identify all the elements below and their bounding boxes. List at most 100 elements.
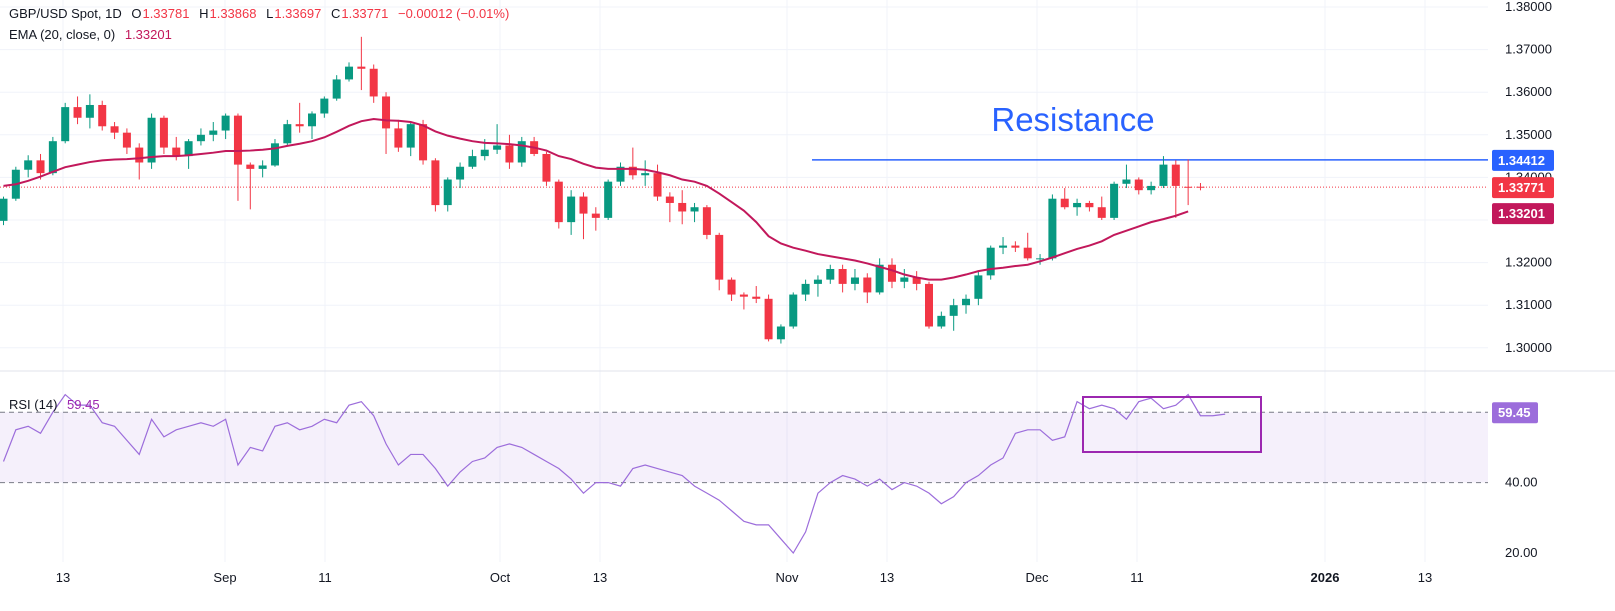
candle-body[interactable] — [1134, 179, 1143, 191]
candle-body[interactable] — [826, 268, 835, 280]
candle-body[interactable] — [1159, 164, 1168, 186]
candle-body[interactable] — [369, 68, 378, 97]
ema-line[interactable] — [3, 118, 1189, 281]
candle-body[interactable] — [246, 164, 255, 169]
candle-body[interactable] — [1085, 202, 1094, 208]
candle-body[interactable] — [727, 279, 736, 295]
candle-body[interactable] — [887, 264, 896, 282]
candle-body[interactable] — [1036, 258, 1045, 260]
candle-body[interactable] — [1110, 183, 1119, 218]
candle-body[interactable] — [431, 160, 440, 206]
candle-body[interactable] — [838, 268, 847, 284]
candle-body[interactable] — [789, 294, 798, 327]
candle-body[interactable] — [690, 207, 699, 212]
candle-body[interactable] — [641, 173, 650, 176]
candle-body[interactable] — [1023, 247, 1032, 259]
candle-body[interactable] — [863, 277, 872, 293]
candle-body[interactable] — [937, 315, 946, 327]
candle-body[interactable] — [986, 247, 995, 276]
candle-body[interactable] — [320, 98, 329, 114]
resistance-annotation[interactable]: Resistance — [991, 101, 1154, 138]
candle-body[interactable] — [949, 305, 958, 316]
candle-body[interactable] — [1171, 164, 1180, 186]
candle-body[interactable] — [332, 79, 341, 99]
candle-body[interactable] — [764, 298, 773, 340]
candle-body[interactable] — [1073, 202, 1082, 208]
candle-body[interactable] — [0, 198, 8, 221]
candle-body[interactable] — [147, 117, 156, 163]
candle-body[interactable] — [308, 113, 316, 127]
candle-body[interactable] — [554, 181, 563, 223]
candle-body[interactable] — [468, 156, 477, 167]
symbol-name[interactable]: GBP/USD Spot, 1D — [9, 6, 122, 21]
candle-body[interactable] — [480, 149, 489, 157]
candle-body[interactable] — [925, 283, 933, 327]
candle-body[interactable] — [1011, 245, 1020, 248]
candle-body[interactable] — [665, 196, 674, 203]
candle-body[interactable] — [912, 277, 921, 284]
candle-body[interactable] — [345, 66, 354, 80]
candle-body[interactable] — [715, 234, 724, 280]
candle-body[interactable] — [505, 145, 514, 163]
candle-body[interactable] — [900, 277, 909, 282]
candle-body[interactable] — [678, 202, 687, 212]
candle-body[interactable] — [850, 277, 859, 284]
candle-body[interactable] — [295, 124, 304, 127]
candle-body[interactable] — [270, 143, 279, 166]
candle-body[interactable] — [739, 294, 748, 297]
candle-body[interactable] — [1048, 198, 1057, 259]
candle-body[interactable] — [184, 141, 193, 157]
candle-body[interactable] — [801, 283, 810, 295]
candle-body[interactable] — [233, 115, 242, 165]
candle-body[interactable] — [616, 166, 625, 182]
candle-body[interactable] — [1097, 207, 1106, 218]
candle-body[interactable] — [258, 165, 267, 169]
candle-body[interactable] — [776, 326, 785, 340]
candle-body[interactable] — [1122, 179, 1131, 184]
candle-body[interactable] — [604, 181, 613, 218]
candle-body[interactable] — [394, 128, 403, 148]
candle-body[interactable] — [702, 207, 711, 235]
ema-legend[interactable]: EMA (20, close, 0) 1.33201 — [9, 27, 178, 42]
candle-body[interactable] — [110, 126, 119, 133]
rsi-line[interactable] — [2, 393, 1226, 555]
candle-body[interactable] — [85, 104, 94, 118]
candle-body[interactable] — [382, 96, 391, 129]
candle-body[interactable] — [579, 196, 588, 214]
candle-body[interactable] — [1060, 198, 1069, 208]
candle-body[interactable] — [517, 141, 526, 163]
candle-body[interactable] — [752, 296, 761, 299]
candle-body[interactable] — [974, 275, 983, 299]
candle-body[interactable] — [628, 166, 637, 176]
candle-body[interactable] — [196, 134, 205, 142]
candle-body[interactable] — [357, 66, 366, 69]
candle-body[interactable] — [283, 124, 292, 144]
candle-body[interactable] — [542, 153, 551, 182]
candle-body[interactable] — [419, 124, 428, 161]
candle-body[interactable] — [653, 173, 662, 197]
candle-body[interactable] — [567, 196, 576, 223]
candle-body[interactable] — [61, 107, 70, 142]
candle-body[interactable] — [493, 145, 502, 150]
candle-body[interactable] — [73, 107, 82, 118]
candle-body[interactable] — [122, 132, 131, 148]
candle-body[interactable] — [591, 213, 600, 218]
candle-body[interactable] — [48, 141, 57, 174]
candle-body[interactable] — [1196, 186, 1205, 188]
candle-body[interactable] — [36, 160, 45, 174]
candle-body[interactable] — [172, 147, 181, 157]
candle-body[interactable] — [962, 298, 971, 306]
candle-body[interactable] — [1184, 186, 1193, 188]
candle-body[interactable] — [875, 264, 884, 293]
candle-body[interactable] — [406, 124, 415, 148]
candle-body[interactable] — [456, 166, 465, 180]
candle-body[interactable] — [443, 179, 452, 206]
candle-body[interactable] — [159, 117, 168, 148]
candle-body[interactable] — [813, 279, 822, 284]
rsi-legend[interactable]: RSI (14) 59.45 — [9, 397, 106, 412]
candle-body[interactable] — [221, 115, 230, 131]
candle-body[interactable] — [1147, 185, 1156, 191]
candle-body[interactable] — [135, 147, 144, 163]
rsi-highlight-box[interactable] — [1082, 396, 1262, 453]
